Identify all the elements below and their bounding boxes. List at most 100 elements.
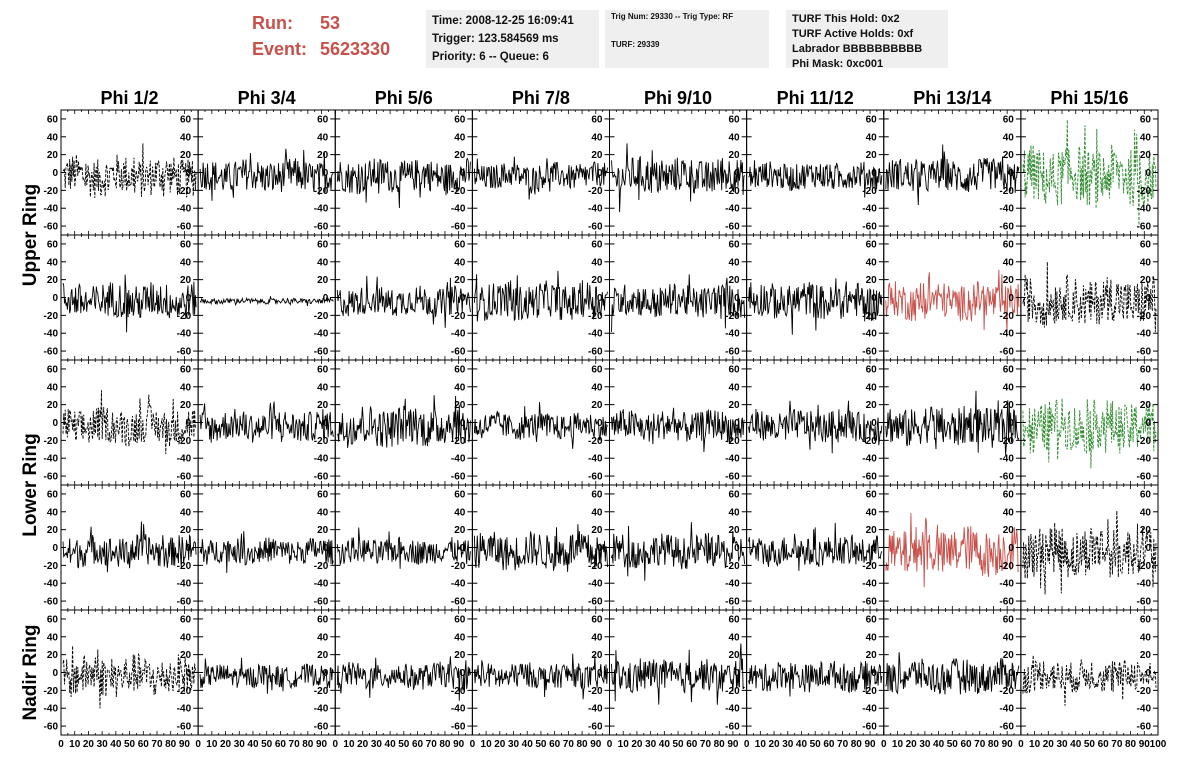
y-tick-label: 60: [866, 114, 878, 125]
y-tick-label: 20: [180, 400, 192, 411]
y-tick-label: 40: [47, 382, 59, 393]
x-tick-label: 40: [385, 739, 397, 750]
x-tick-label: 80: [851, 739, 863, 750]
y-tick-label: -40: [451, 329, 466, 340]
y-tick-label: -40: [314, 454, 329, 465]
y-tick-label: -60: [177, 597, 192, 608]
y-tick-label: -20: [314, 686, 329, 697]
turf-text: TURF: 29339: [611, 40, 660, 49]
y-tick-label: -20: [999, 186, 1014, 197]
x-tick-label: 30: [508, 739, 520, 750]
y-tick-label: -40: [999, 204, 1014, 215]
y-tick-label: 60: [1140, 239, 1152, 250]
y-tick-label: -20: [999, 311, 1014, 322]
column-header: Phi 11/12: [777, 88, 854, 108]
y-tick-label: -20: [588, 436, 603, 447]
y-tick-label: 40: [1140, 382, 1152, 393]
y-tick-label: 40: [47, 132, 59, 143]
y-tick-label: 0: [1008, 168, 1014, 179]
y-tick-label: -20: [725, 561, 740, 572]
y-tick-label: -60: [1137, 722, 1152, 733]
panel-frame: [60, 109, 199, 236]
y-tick-label: 40: [591, 382, 603, 393]
y-tick-label: 20: [1003, 275, 1015, 286]
y-tick-label: 60: [866, 614, 878, 625]
y-tick-label: -60: [999, 222, 1014, 233]
x-tick-label: 80: [988, 739, 1000, 750]
y-tick-label: 0: [734, 168, 740, 179]
y-tick-label: 0: [460, 668, 466, 679]
y-tick-label: -60: [862, 597, 877, 608]
y-tick-label: -40: [44, 204, 59, 215]
y-tick-label: -20: [451, 436, 466, 447]
y-tick-label: 60: [1140, 489, 1152, 500]
y-tick-label: 20: [47, 275, 59, 286]
y-tick-label: 40: [47, 257, 59, 268]
y-tick-label: 0: [186, 168, 192, 179]
y-tick-label: -20: [588, 186, 603, 197]
column-header: Phi 3/4: [238, 88, 296, 108]
event-value: 5623330: [320, 39, 391, 59]
y-tick-label: -40: [725, 454, 740, 465]
y-tick-label: 40: [180, 132, 192, 143]
waveform-trace: [62, 645, 197, 709]
y-tick-label: 0: [1008, 543, 1014, 554]
waveform-trace: [336, 275, 471, 328]
y-tick-label: 60: [454, 114, 466, 125]
y-tick-label: 0: [1008, 293, 1014, 304]
x-tick-label: 70: [289, 739, 301, 750]
y-tick-label: -60: [44, 222, 59, 233]
y-tick-label: -60: [451, 222, 466, 233]
labrador-text: Labrador BBBBBBBBBB: [792, 43, 923, 55]
x-tick-label: 70: [700, 739, 712, 750]
y-tick-label: 20: [729, 650, 741, 661]
y-tick-label: 60: [729, 239, 741, 250]
y-tick-label: -20: [862, 686, 877, 697]
y-tick-label: 20: [317, 275, 329, 286]
y-tick-label: 20: [866, 525, 878, 536]
y-tick-label: -40: [588, 454, 603, 465]
y-tick-label: 60: [1140, 114, 1152, 125]
y-tick-label: 40: [454, 507, 466, 518]
y-tick-label: 40: [729, 382, 741, 393]
x-tick-label: 80: [577, 739, 589, 750]
y-tick-label: 0: [52, 293, 58, 304]
x-tick-label: 90: [1139, 739, 1151, 750]
y-tick-label: 40: [866, 382, 878, 393]
y-tick-label: -60: [451, 472, 466, 483]
x-tick-label: 30: [782, 739, 794, 750]
waveform-trace: [473, 156, 608, 200]
y-tick-label: 40: [1003, 257, 1015, 268]
y-tick-label: -20: [588, 561, 603, 572]
y-tick-label: 20: [47, 525, 59, 536]
y-tick-label: -20: [44, 686, 59, 697]
trig-num-text: Trig Num: 29330 -- Trig Type: RF: [611, 12, 734, 21]
y-tick-label: -40: [44, 329, 59, 340]
waveform-trace: [885, 269, 1020, 333]
y-tick-label: 40: [591, 632, 603, 643]
x-tick-label: 20: [83, 739, 95, 750]
y-tick-label: 40: [317, 632, 329, 643]
y-tick-label: 60: [1003, 364, 1015, 375]
ring-label: Nadir Ring: [20, 624, 41, 720]
waveform-trace: [611, 274, 746, 332]
y-tick-label: -60: [725, 472, 740, 483]
y-tick-label: -60: [862, 472, 877, 483]
y-tick-label: -60: [177, 472, 192, 483]
x-tick-label: 0: [332, 739, 338, 750]
x-tick-label: 30: [1056, 739, 1068, 750]
y-tick-label: 20: [866, 275, 878, 286]
panel-frame: [60, 484, 199, 611]
waveform-trace: [336, 656, 471, 701]
y-tick-label: 60: [729, 364, 741, 375]
y-tick-label: -40: [451, 204, 466, 215]
y-tick-label: 0: [186, 543, 192, 554]
y-tick-label: 60: [591, 114, 603, 125]
x-tick-label: 60: [412, 739, 424, 750]
y-tick-label: -60: [588, 347, 603, 358]
time-info-box: Time: 2008-12-25 16:09:41 Trigger: 123.5…: [426, 10, 599, 68]
y-tick-label: -40: [862, 329, 877, 340]
y-tick-label: 20: [729, 400, 741, 411]
y-tick-label: 0: [186, 668, 192, 679]
